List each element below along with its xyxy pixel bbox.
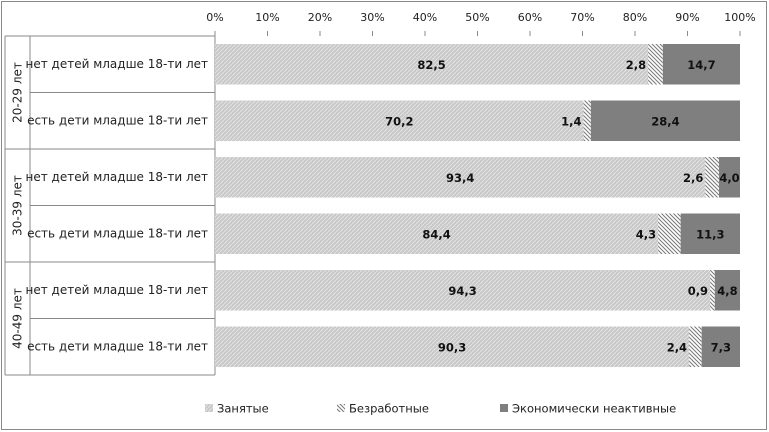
bar-segment [215, 100, 584, 141]
x-tick-label: 100% [724, 11, 755, 24]
data-label: 2,6 [683, 171, 703, 185]
data-label: 0,9 [688, 284, 708, 298]
data-label: 7,3 [711, 340, 731, 354]
legend-label: Безработные [349, 402, 429, 416]
data-label: 70,2 [385, 114, 413, 128]
data-label: 4,0 [719, 171, 739, 185]
x-tick-label: 70% [570, 11, 594, 24]
data-label: 2,8 [626, 58, 646, 72]
bar-segment [714, 270, 740, 311]
bar-segment [658, 213, 681, 254]
bar-segment [719, 157, 740, 198]
bar-segment [680, 213, 740, 254]
group-label: 40-49 лет [11, 288, 25, 349]
x-tick-label: 60% [518, 11, 542, 24]
bar-segment [215, 44, 649, 85]
data-label: 90,3 [438, 340, 466, 354]
x-tick-label: 80% [623, 11, 647, 24]
category-label: есть дети младше 18-ти лет [27, 226, 208, 240]
category-label: нет детей младше 18-ти лет [26, 57, 209, 71]
data-label: 4,3 [636, 227, 656, 241]
bar-segment [590, 100, 740, 141]
legend-label: Экономически неактивные [512, 402, 676, 416]
bar-segment [583, 100, 591, 141]
x-tick-label: 0% [206, 11, 223, 24]
category-label: есть дети младше 18-ти лет [27, 339, 208, 353]
data-label: 28,4 [651, 114, 679, 128]
bar-segment [705, 157, 719, 198]
category-label: нет детей младше 18-ти лет [26, 283, 209, 297]
legend-swatch [500, 404, 508, 412]
bar-segment [648, 44, 663, 85]
group-label: 20-29 лет [11, 62, 25, 123]
data-label: 14,7 [687, 58, 715, 72]
bar-segment [215, 157, 706, 198]
data-label: 94,3 [448, 284, 476, 298]
legend-label: Занятые [217, 402, 269, 416]
bar-segment [701, 326, 740, 367]
bar-segment [215, 213, 659, 254]
bar-segment [215, 326, 690, 367]
x-tick-label: 10% [255, 11, 279, 24]
data-label: 84,4 [422, 227, 450, 241]
x-tick-label: 40% [413, 11, 437, 24]
legend-swatch [337, 404, 345, 412]
x-tick-label: 90% [675, 11, 699, 24]
group-label: 30-39 лет [11, 175, 25, 236]
bar-segment [689, 326, 702, 367]
bar-segment [710, 270, 715, 311]
data-label: 1,4 [561, 114, 581, 128]
data-label: 4,8 [717, 284, 737, 298]
x-tick-label: 30% [360, 11, 384, 24]
data-label: 11,3 [696, 227, 724, 241]
bar-segment [662, 44, 740, 85]
data-label: 2,4 [667, 340, 687, 354]
bar-segment [215, 270, 711, 311]
x-tick-label: 50% [465, 11, 489, 24]
category-label: нет детей младше 18-ти лет [26, 170, 209, 184]
legend-swatch [205, 404, 213, 412]
category-label: есть дети младше 18-ти лет [27, 113, 208, 127]
x-tick-label: 20% [308, 11, 332, 24]
data-label: 93,4 [446, 171, 474, 185]
data-label: 82,5 [417, 58, 445, 72]
